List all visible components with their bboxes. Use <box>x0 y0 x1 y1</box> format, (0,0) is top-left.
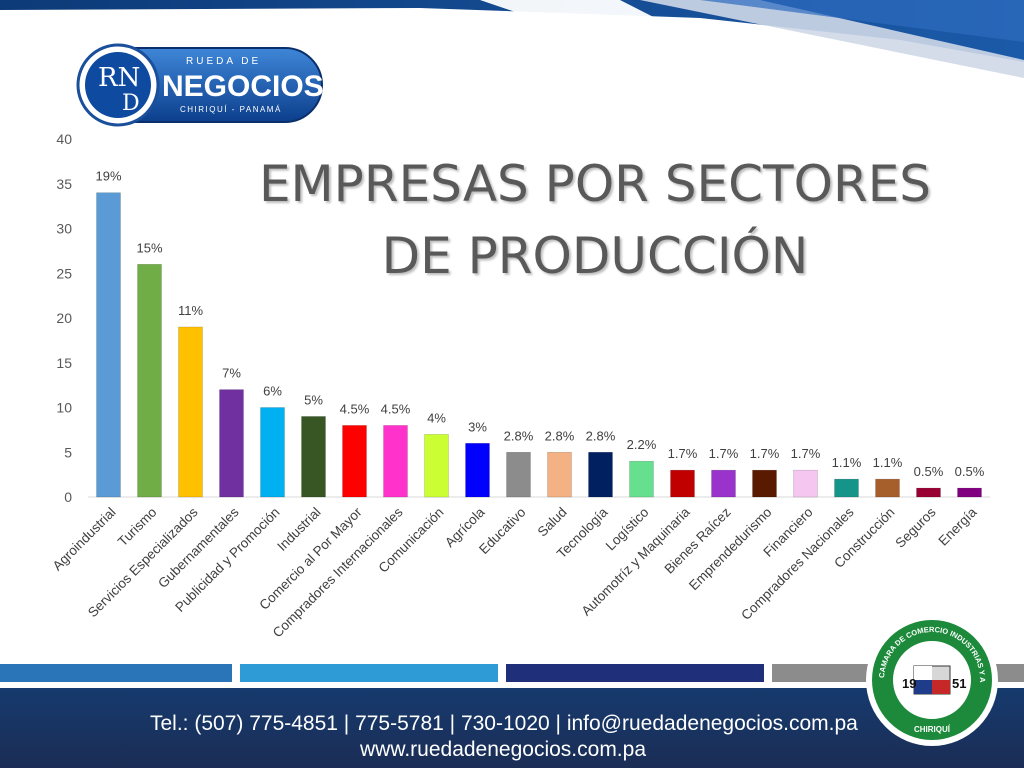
x-tick-label: Energía <box>936 504 980 548</box>
header-swoosh <box>0 0 1024 112</box>
data-label: 7% <box>222 366 241 381</box>
logo-main-text: NEGOCIOS <box>162 70 324 103</box>
bar <box>588 452 613 498</box>
bar <box>383 425 408 498</box>
y-tick-label: 25 <box>56 265 72 281</box>
logo-top-text: RUEDA DE <box>186 56 261 67</box>
data-label: 2.2% <box>627 437 657 452</box>
y-tick-label: 20 <box>56 310 72 326</box>
chart-title-line1: EMPRESAS POR SECTORES <box>258 155 932 213</box>
data-label: 5% <box>304 392 323 407</box>
bar <box>506 452 531 498</box>
bar <box>793 469 818 498</box>
bar <box>301 416 326 498</box>
bar-chart: 0 5 10 15 20 25 30 35 40 19% 15% 11% 7% 6% 5% 4.5% 4.5%… <box>50 131 990 640</box>
bar <box>916 487 941 498</box>
data-label: 6% <box>263 384 282 399</box>
data-label: 2.8% <box>545 428 575 443</box>
bar <box>957 487 982 498</box>
data-labels: 19% 15% 11% 7% 6% 5% 4.5% 4.5% 4% 3% 2.8% 2.8% 2.8% 2… <box>95 169 984 479</box>
data-label: 1.1% <box>832 455 862 470</box>
y-tick-label: 15 <box>56 355 72 371</box>
data-label: 2.8% <box>504 428 534 443</box>
x-tick-label: Agroindustrial <box>50 505 119 574</box>
data-label: 19% <box>95 169 121 184</box>
bar <box>875 478 900 498</box>
data-label: 4.5% <box>340 401 370 416</box>
footer-bar-light-blue <box>240 664 498 682</box>
y-tick-label: 0 <box>64 489 72 505</box>
bar <box>137 264 162 498</box>
data-label: 3% <box>468 419 487 434</box>
seal-year-right: 51 <box>952 676 966 691</box>
data-label: 2.8% <box>586 428 616 443</box>
data-label: 1.7% <box>668 446 698 461</box>
data-label: 1.7% <box>791 446 821 461</box>
data-label: 11% <box>178 303 203 318</box>
y-tick-label: 35 <box>56 176 72 192</box>
logo-initials: RN <box>98 63 140 93</box>
data-label: 4.5% <box>381 401 411 416</box>
data-label: 0.5% <box>955 464 985 479</box>
bar <box>219 389 244 498</box>
footer-bar-blue <box>0 664 232 682</box>
chart-title: EMPRESAS POR SECTORES DE PRODUCCIÓN <box>200 148 990 292</box>
data-label: 1.1% <box>873 455 903 470</box>
footer-website: www.ruedadenegocios.com.pa <box>360 738 647 761</box>
y-tick-label: 40 <box>56 131 72 147</box>
logo-sub-text: CHIRIQUÍ - PANAMÁ <box>180 105 282 114</box>
data-label: 15% <box>136 240 162 255</box>
bar <box>834 478 859 498</box>
footer-contact: Tel.: (507) 775-4851 | 775-5781 | 730-10… <box>150 712 858 735</box>
y-tick-label: 30 <box>56 221 72 237</box>
data-label: 4% <box>427 410 446 425</box>
bar <box>178 326 203 498</box>
bars <box>96 192 982 498</box>
bar <box>711 469 736 498</box>
seal-year-left: 19 <box>902 676 916 691</box>
chart-title-line2: DE PRODUCCIÓN <box>381 227 809 285</box>
y-tick-label: 5 <box>64 444 72 460</box>
bar <box>752 469 777 498</box>
footer-bar-navy <box>506 664 764 682</box>
x-tick-label: Salud <box>535 505 570 540</box>
data-label: 1.7% <box>709 446 739 461</box>
bar <box>547 452 572 498</box>
seal-place: CHIRIQUÍ <box>914 725 951 734</box>
bar <box>465 443 490 498</box>
footer <box>0 688 1024 768</box>
chamber-seal-logo: 19 51 CAMARA DE COMERCIO INDUSTRIAS Y AG… <box>862 610 998 746</box>
bar <box>424 434 449 498</box>
bar <box>96 192 121 498</box>
bar <box>260 407 285 498</box>
data-label: 0.5% <box>914 464 944 479</box>
data-label: 1.7% <box>750 446 780 461</box>
bar <box>629 460 654 498</box>
logo-initial-d: D <box>122 91 140 116</box>
bar <box>670 469 695 498</box>
bar <box>342 425 367 498</box>
y-tick-label: 10 <box>56 400 72 416</box>
rueda-de-negocios-logo: RN D RUEDA DE NEGOCIOS CHIRIQUÍ - PANAMÁ <box>76 43 324 127</box>
x-tick-label: Seguros <box>892 504 938 550</box>
